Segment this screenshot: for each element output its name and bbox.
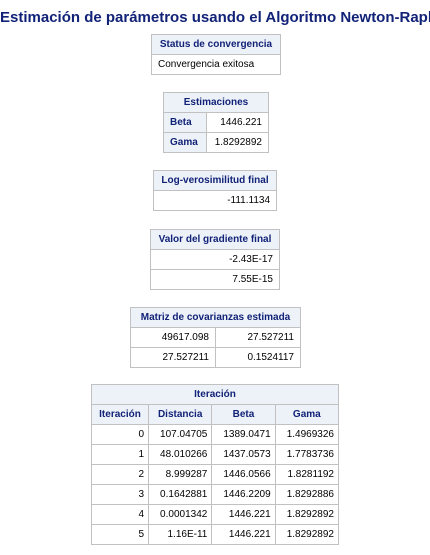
estimate-value: 1.8292892 xyxy=(206,132,269,153)
gradient-value: 7.55E-15 xyxy=(150,269,280,290)
column-header: Beta xyxy=(211,404,276,425)
table-row: 49617.098 27.527211 xyxy=(130,327,301,348)
table-row: Beta 1446.221 xyxy=(163,112,269,133)
iteration-header: Iteración xyxy=(91,384,339,405)
covariance-cell: 27.527211 xyxy=(130,347,216,368)
estimate-value: 1446.221 xyxy=(206,112,269,133)
iteration-cell: 0.0001342 xyxy=(148,504,213,525)
iteration-cell: 0.1642881 xyxy=(148,484,213,505)
gradient-value: -2.43E-17 xyxy=(150,249,280,270)
table-row: 1 48.010266 1437.0573 1.7783736 xyxy=(90,444,340,465)
iteration-cell: 1446.0566 xyxy=(211,464,276,485)
loglikelihood-table: Log-verosimilitud final -111.1134 xyxy=(153,170,277,211)
estimate-label: Beta xyxy=(163,112,207,133)
table-row: 0 107.04705 1389.0471 1.4969326 xyxy=(90,424,340,445)
iteration-cell: 3 xyxy=(90,484,150,505)
iteration-cell: 1.8281192 xyxy=(274,464,340,485)
estimates-table: Estimaciones Beta 1446.221 Gama 1.829289… xyxy=(163,92,269,153)
table-row: 3 0.1642881 1446.2209 1.8292886 xyxy=(90,484,340,505)
loglikelihood-header: Log-verosimilitud final xyxy=(153,170,277,191)
iteration-cell: 1.4969326 xyxy=(274,424,340,445)
convergence-status-value: Convergencia exitosa xyxy=(151,54,281,75)
column-header: Iteración xyxy=(90,404,150,425)
covariance-cell: 0.1524117 xyxy=(215,347,301,368)
iteration-cell: 1389.0471 xyxy=(211,424,276,445)
table-row: 5 1.16E-11 1446.221 1.8292892 xyxy=(90,524,340,545)
iteration-cell: 2 xyxy=(90,464,150,485)
iteration-cell: 1446.221 xyxy=(211,504,276,525)
gradient-header: Valor del gradiente final xyxy=(150,229,280,250)
estimate-label: Gama xyxy=(163,132,207,153)
iteration-cell: 1.8292886 xyxy=(274,484,340,505)
iteration-cell: 107.04705 xyxy=(148,424,213,445)
iteration-rows: 0 107.04705 1389.0471 1.4969326 1 48.010266 14… xyxy=(90,424,340,545)
iteration-cell: 0 xyxy=(90,424,150,445)
iteration-cell: 8.999287 xyxy=(148,464,213,485)
iteration-cell: 1446.2209 xyxy=(211,484,276,505)
column-header: Gama xyxy=(274,404,340,425)
table-row: 4 0.0001342 1446.221 1.8292892 xyxy=(90,504,340,525)
iteration-table: Iteración Iteración Distancia Beta Gama … xyxy=(90,384,340,545)
column-header: Distancia xyxy=(148,404,213,425)
iteration-cell: 1.7783736 xyxy=(274,444,340,465)
iteration-cell: 5 xyxy=(90,524,150,545)
covariance-cell: 27.527211 xyxy=(215,327,301,348)
covariance-header: Matriz de covarianzas estimada xyxy=(130,307,301,328)
iteration-cell: 1446.221 xyxy=(211,524,276,545)
iteration-cell: 1.8292892 xyxy=(274,524,340,545)
covariance-cell: 49617.098 xyxy=(130,327,216,348)
table-row: 27.527211 0.1524117 xyxy=(130,347,301,368)
convergence-status-header: Status de convergencia xyxy=(151,34,281,55)
convergence-status-table: Status de convergencia Convergencia exit… xyxy=(151,34,281,75)
estimates-header: Estimaciones xyxy=(163,92,269,113)
page-title: Estimación de parámetros usando el Algor… xyxy=(0,9,430,26)
table-row: Gama 1.8292892 xyxy=(163,132,269,153)
loglikelihood-value: -111.1134 xyxy=(153,190,277,211)
iteration-column-headers: Iteración Distancia Beta Gama xyxy=(90,404,340,425)
iteration-cell: 1 xyxy=(90,444,150,465)
iteration-cell: 4 xyxy=(90,504,150,525)
iteration-cell: 1.8292892 xyxy=(274,504,340,525)
gradient-table: Valor del gradiente final -2.43E-17 7.55… xyxy=(150,229,280,290)
iteration-cell: 1437.0573 xyxy=(211,444,276,465)
table-row: 2 8.999287 1446.0566 1.8281192 xyxy=(90,464,340,485)
covariance-table: Matriz de covarianzas estimada 49617.098… xyxy=(130,307,301,368)
iteration-cell: 1.16E-11 xyxy=(148,524,213,545)
iteration-cell: 48.010266 xyxy=(148,444,213,465)
